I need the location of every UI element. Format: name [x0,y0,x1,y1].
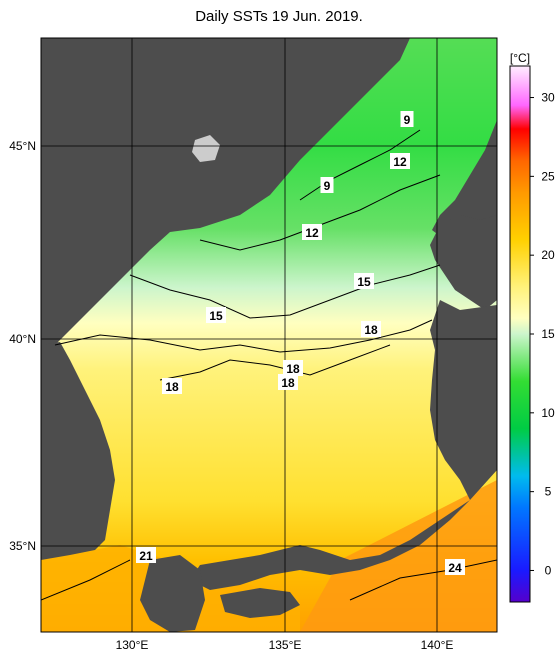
land-kyushu [140,555,205,632]
colorbar-tick-label: 20 [541,248,555,262]
colorbar-tick-label: 15 [541,327,555,341]
contour-label-box [361,321,381,337]
land-sakhalin [432,38,497,240]
colorbar-tick-label: 25 [541,169,555,183]
lon-label-140: 140°E [421,638,454,652]
contour-label: 18 [286,362,300,376]
contour-label-box [390,153,410,169]
contour-24 [349,559,497,601]
map-title: Daily SSTs 19 Jun. 2019. [195,8,363,25]
land-ulleung [192,135,220,162]
contour-label: 24 [448,561,462,575]
contour-21 [41,559,131,601]
contour-label-box [354,273,374,289]
lon-label-130: 130°E [116,638,149,652]
contour-18 [54,319,433,353]
contour-label: 18 [165,380,179,394]
lon-label-135: 135°E [269,638,302,652]
contour-label: 9 [404,113,411,127]
land-hokkaido [430,215,497,310]
colorbar-unit: [°C] [510,51,530,65]
contour-label-box [136,547,156,563]
contour-label-box [400,111,414,127]
contour-label: 15 [209,309,223,323]
contour-18b [159,344,391,381]
contour-label-box [320,177,334,193]
colorbar-ticks: 0 5 10 15 20 25 30 [530,91,555,577]
map-area [41,38,497,632]
contour-label: 9 [324,179,331,193]
lat-label-35: 35°N [9,539,36,553]
contour-label: 15 [357,275,371,289]
contour-label: 12 [305,226,319,240]
colorbar-scale [509,65,531,603]
contour-label-box [302,224,322,240]
lat-label-45: 45°N [9,139,36,153]
land-continent [41,38,410,345]
map-frame [40,37,498,633]
land-korea [41,342,115,560]
contour-label-box [162,378,182,394]
contour-label: 12 [393,155,407,169]
contour-label-box [283,360,303,376]
land-honshu [190,300,497,590]
contour-label-box [206,307,226,323]
colorbar-tick-label: 0 [545,563,552,577]
land-shikoku [220,588,300,618]
grid [41,38,497,632]
contour-label: 18 [364,323,378,337]
lat-label-40: 40°N [9,332,36,346]
contour-label: 18 [281,376,295,390]
contour-label-box [445,559,465,575]
contour-15 [129,264,441,319]
contour-label-box [278,374,298,390]
contour-label: 21 [139,549,153,563]
colorbar-tick-label: 30 [541,91,555,105]
contour-9 [299,129,421,201]
colorbar-tick-label: 5 [545,485,552,499]
colorbar: [°C] 0 5 10 15 20 25 30 [509,51,555,603]
colorbar-tick-label: 10 [541,406,555,420]
